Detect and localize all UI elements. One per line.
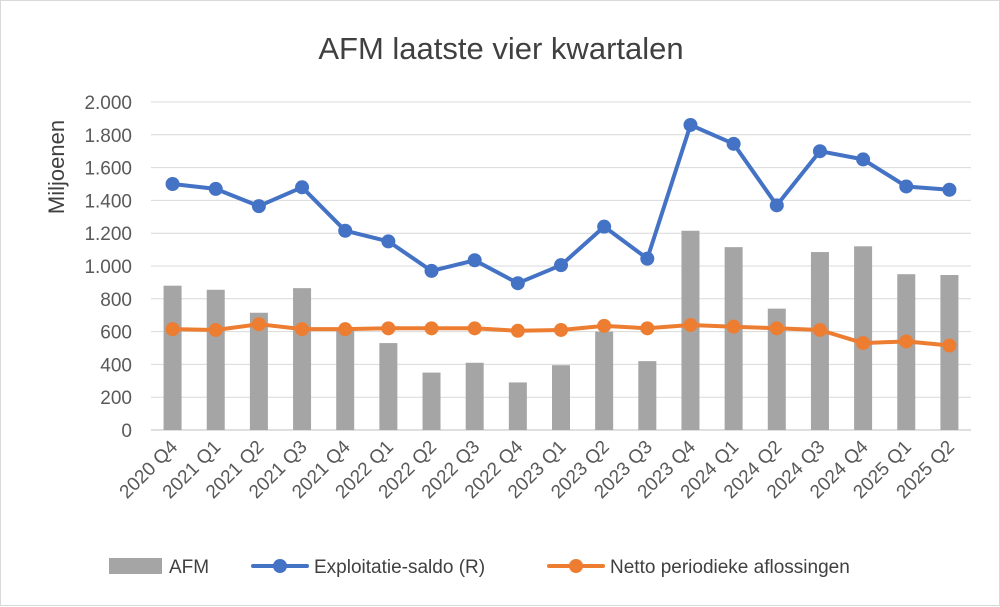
data-point	[338, 223, 353, 238]
line-series-netto-periodieke-aflossingen	[165, 317, 957, 353]
data-point	[165, 322, 180, 337]
bar	[767, 308, 786, 430]
bar	[552, 365, 570, 430]
y-axis-label: Miljoenen	[44, 120, 69, 214]
data-point	[856, 336, 871, 351]
data-point	[856, 152, 871, 167]
data-point	[812, 322, 827, 337]
bar	[293, 288, 312, 430]
data-point	[510, 323, 525, 338]
data-point	[597, 219, 612, 234]
y-tick-label: 2.000	[84, 93, 132, 114]
y-tick-label: 1.800	[84, 126, 132, 147]
line-series-exploitatie-saldo	[165, 117, 957, 291]
data-point	[381, 321, 396, 336]
line-series	[165, 117, 957, 353]
legend-marker	[273, 559, 287, 573]
data-point	[554, 258, 568, 273]
data-point	[899, 334, 914, 349]
legend: AFM Exploitatie-saldo (R) Netto periodieke…	[109, 557, 850, 578]
data-point	[683, 318, 698, 333]
bar	[465, 362, 484, 430]
chart-title: AFM laatste vier kwartalen	[318, 31, 683, 66]
y-tick-label: 200	[100, 388, 132, 409]
y-tick-label: 1.400	[84, 191, 132, 212]
data-point	[942, 338, 957, 353]
bar	[206, 289, 225, 430]
data-point	[424, 321, 439, 336]
bar	[508, 382, 527, 430]
bar	[249, 312, 268, 430]
data-point	[683, 117, 698, 132]
bar	[422, 372, 441, 430]
data-point	[295, 180, 310, 195]
bar	[897, 274, 916, 430]
bar	[336, 329, 355, 430]
data-point	[208, 181, 223, 196]
data-point	[208, 322, 223, 337]
data-point	[640, 321, 655, 336]
data-point	[726, 319, 741, 334]
data-point	[424, 263, 439, 278]
data-point	[640, 251, 655, 266]
legend-item: Exploitatie-saldo (R)	[251, 557, 485, 578]
data-point	[251, 199, 266, 214]
bar	[379, 343, 398, 430]
legend-label: Exploitatie-saldo (R)	[314, 557, 485, 578]
y-tick-label: 1.000	[84, 257, 132, 278]
data-point	[338, 322, 353, 337]
legend-swatch	[109, 558, 162, 574]
bar	[595, 331, 614, 430]
data-point	[769, 321, 784, 336]
bar	[638, 361, 657, 430]
y-tick-label: 600	[100, 323, 132, 344]
bar	[163, 285, 182, 430]
legend-label: Netto periodieke aflossingen	[610, 557, 850, 578]
bar	[810, 252, 829, 430]
data-point	[467, 321, 482, 336]
data-point	[510, 276, 525, 291]
data-point	[597, 318, 612, 333]
legend-label: AFM	[169, 557, 209, 578]
y-tick-label: 400	[100, 355, 132, 376]
legend-marker	[569, 559, 583, 573]
y-axis-ticks: 0 200 400 600 800 1.000 1.200 1.400 1.600 1.800 2.…	[84, 93, 132, 442]
data-point	[942, 182, 957, 197]
data-point	[554, 322, 568, 337]
data-point	[899, 179, 914, 194]
legend-item: AFM	[109, 557, 209, 578]
y-tick-label: 800	[100, 290, 132, 311]
data-point	[295, 322, 310, 337]
bar	[724, 247, 743, 430]
y-tick-label: 1.600	[84, 159, 132, 180]
y-tick-label: 0	[121, 421, 132, 442]
data-point	[381, 234, 396, 249]
data-point	[251, 317, 266, 332]
data-point	[726, 136, 741, 151]
data-point	[812, 144, 827, 159]
legend-item: Netto periodieke aflossingen	[547, 557, 850, 578]
data-point	[769, 198, 784, 213]
data-point	[165, 177, 180, 191]
data-point	[467, 253, 482, 268]
y-tick-label: 1.200	[84, 224, 132, 245]
